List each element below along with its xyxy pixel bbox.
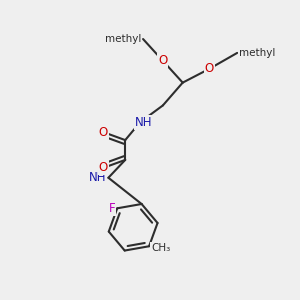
Text: O: O <box>158 54 167 67</box>
Text: NH: NH <box>135 116 153 129</box>
Text: CH₃: CH₃ <box>151 243 170 253</box>
Text: O: O <box>99 126 108 139</box>
Text: O: O <box>205 62 214 75</box>
Text: methyl: methyl <box>105 34 141 44</box>
Text: F: F <box>109 202 115 215</box>
Text: methyl: methyl <box>239 48 275 58</box>
Text: NH: NH <box>89 171 106 184</box>
Text: O: O <box>99 161 108 174</box>
